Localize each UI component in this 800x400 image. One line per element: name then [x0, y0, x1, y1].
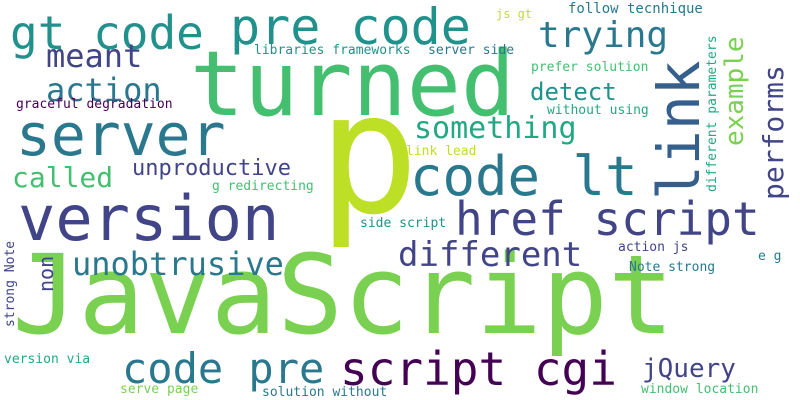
word-window-location: window location [641, 382, 759, 397]
word-e-g: e g [758, 249, 782, 264]
word-trying: trying [538, 15, 669, 56]
word-code-pre: code pre [122, 344, 325, 393]
word-p: p [318, 56, 420, 252]
word-js-gt: js gt [496, 7, 533, 21]
word-server-side: server side [428, 43, 515, 58]
word-solution-without: solution without [262, 385, 388, 400]
word-side-script: side script [360, 216, 447, 231]
word-link-lead: link lead [406, 144, 477, 159]
word-meant: meant [46, 37, 143, 75]
word-action: action [46, 71, 162, 109]
word-libraries-frameworks: libraries frameworks [254, 43, 411, 58]
word-href-script: href script [455, 192, 760, 246]
word-action-js: action js [618, 240, 689, 255]
word-graceful-degradation: graceful degradation [16, 97, 173, 112]
word-strong-note: strong Note [3, 240, 18, 327]
word-link: link [645, 60, 713, 200]
word-non: non [34, 255, 58, 292]
word-something: something [414, 111, 577, 146]
word-unproductive: unproductive [132, 156, 291, 181]
word-called: called [12, 161, 114, 194]
word-script-cgi: script cgi [340, 342, 617, 396]
word-jquery: jQuery [642, 354, 736, 384]
word-without-using: without using [547, 103, 649, 118]
word-different: different [398, 235, 583, 275]
word-performs: performs [757, 65, 790, 200]
word-prefer-solution: prefer solution [531, 60, 649, 75]
word-javascript: JavaScript [12, 231, 675, 359]
word-code-lt: code lt [410, 145, 638, 208]
word-server: server [16, 101, 226, 169]
word-version: version [18, 182, 280, 255]
word-unobtrusive: unobtrusive [72, 245, 284, 283]
word-g-redirecting: g redirecting [212, 179, 314, 194]
word-pre-code: pre code [230, 0, 471, 56]
word-gt-code: gt code [10, 6, 204, 60]
word-different-parameters: different parameters [705, 35, 720, 192]
word-example: example [720, 36, 750, 146]
word-follow-tecnhique: follow tecnhique [568, 1, 703, 17]
word-version-via: version via [4, 352, 91, 367]
word-note-strong: Note strong [629, 260, 716, 275]
word-serve-page: serve page [120, 382, 199, 397]
word-detect: detect [530, 78, 617, 106]
word-turned: turned [190, 32, 516, 137]
